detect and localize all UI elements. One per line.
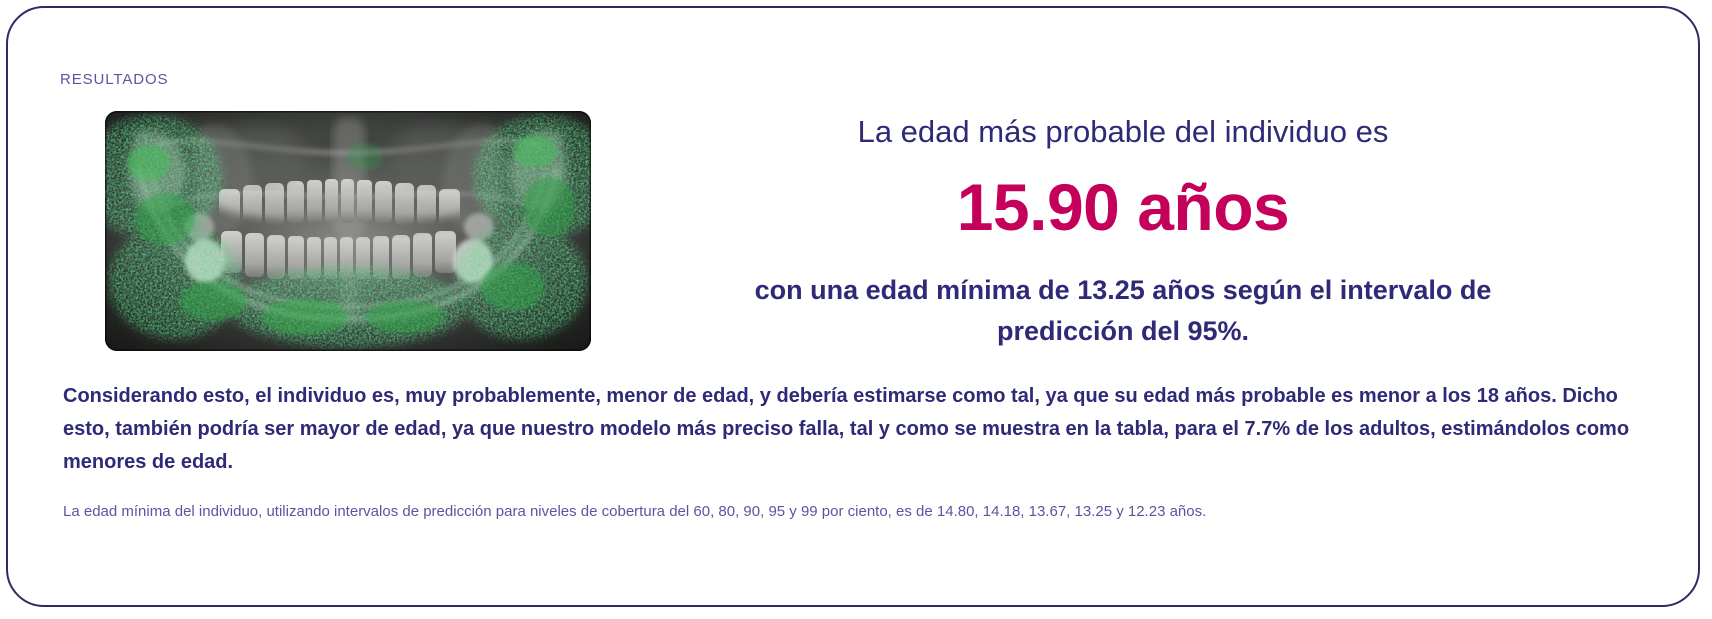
section-label-resultados: RESULTADOS bbox=[60, 71, 169, 88]
interpretation-paragraph: Considerando esto, el individuo es, muy … bbox=[63, 385, 1630, 473]
panoramic-xray-image[interactable] bbox=[105, 111, 591, 351]
results-top-row: La edad más probable del individuo es 15… bbox=[8, 96, 1698, 364]
headline-lead-text: La edad más probable del individuo es bbox=[857, 114, 1389, 149]
headline-block: La edad más probable del individuo es 15… bbox=[648, 96, 1598, 352]
predicted-age-value: 15.90 años bbox=[956, 170, 1290, 244]
prediction-intervals-footnote: La edad mínima del individuo, utilizando… bbox=[63, 503, 1207, 520]
xray-graphic bbox=[105, 111, 591, 351]
results-card: RESULTADOS bbox=[6, 6, 1700, 607]
minimum-age-subtitle: con una edad mínima de 13.25 años según … bbox=[754, 275, 1492, 346]
